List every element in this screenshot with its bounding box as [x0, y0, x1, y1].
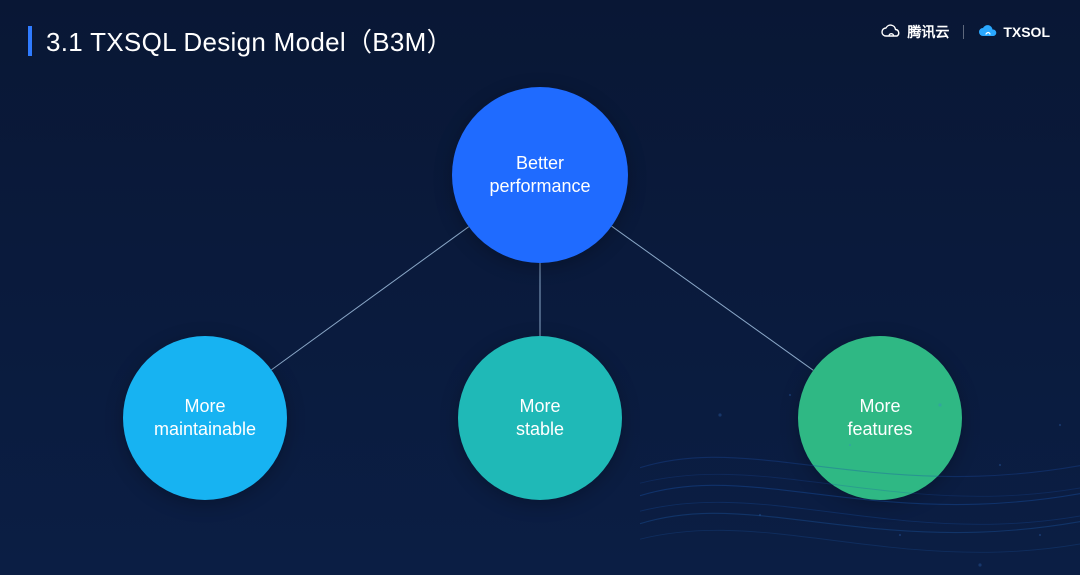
diagram-node-label: Moremaintainable	[144, 395, 266, 442]
diagram-node-label: Morestable	[506, 395, 574, 442]
diagram-node-mid: Morestable	[458, 336, 622, 500]
diagram-edge	[612, 226, 814, 370]
diagram-node-left: Moremaintainable	[123, 336, 287, 500]
diagram-edge	[271, 227, 468, 370]
diagram-node-label: Betterperformance	[479, 152, 600, 199]
diagram-node-right: Morefeatures	[798, 336, 962, 500]
diagram-node-label: Morefeatures	[837, 395, 922, 442]
diagram-node-top: Betterperformance	[452, 87, 628, 263]
slide: 3.1 TXSQL Design Model（B3M） 腾讯云 TXSOL Be…	[0, 0, 1080, 575]
